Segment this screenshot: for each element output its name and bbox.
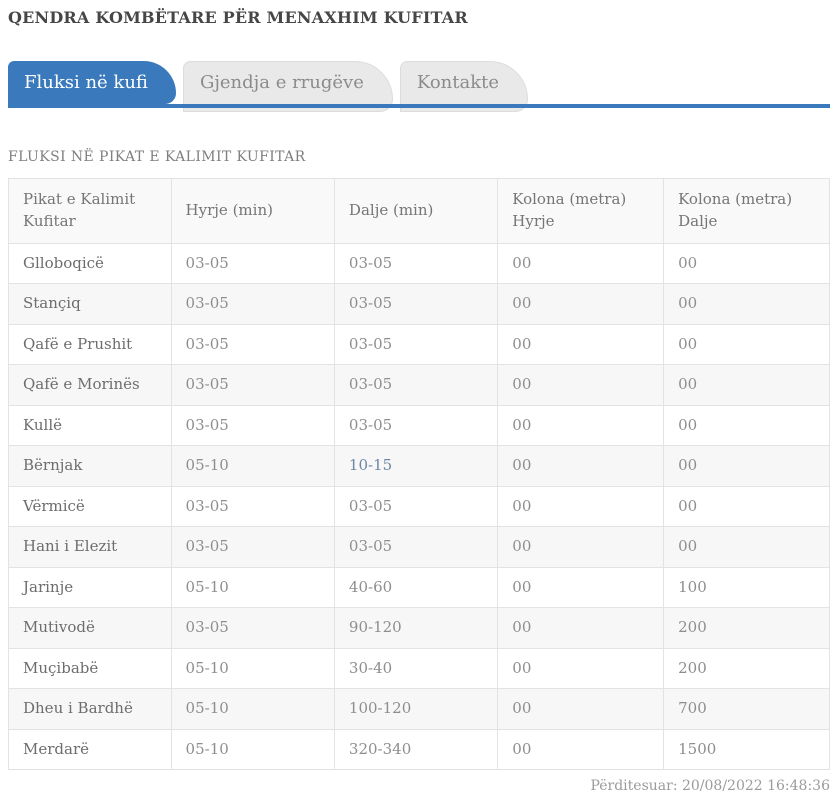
- entry-minutes: 03-05: [170, 364, 335, 406]
- table-row: Mutivodë 03-05 90-120 00 200: [8, 607, 830, 649]
- exit-minutes: 03-05: [333, 242, 499, 284]
- queue-entry-meters: 00: [497, 242, 665, 284]
- queue-entry-meters: 00: [497, 526, 665, 568]
- table-row: Hani i Elezit 03-05 03-05 00 00: [8, 526, 830, 568]
- table-row: Jarinje 05-10 40-60 00 100: [8, 566, 830, 608]
- entry-minutes: 03-05: [170, 283, 335, 325]
- tab-kontakte[interactable]: Kontakte: [399, 61, 529, 112]
- entry-minutes: 05-10: [170, 728, 335, 770]
- col-header-entry-min: Hyrje (min): [170, 178, 335, 244]
- queue-entry-meters: 00: [497, 445, 665, 487]
- queue-entry-meters: 00: [497, 647, 665, 689]
- table-row: Merdarë 05-10 320-340 00 1500: [8, 728, 830, 770]
- queue-entry-meters: 00: [497, 728, 665, 770]
- entry-minutes: 05-10: [170, 445, 335, 487]
- exit-minutes: 90-120: [333, 607, 499, 649]
- table-row: Qafë e Prushit 03-05 03-05 00 00: [8, 323, 830, 365]
- exit-minutes: 03-05: [333, 323, 499, 365]
- queue-entry-meters: 00: [497, 485, 665, 527]
- crossing-name: Jarinje: [8, 566, 172, 608]
- exit-minutes: 03-05: [333, 526, 499, 568]
- queue-exit-meters: 00: [663, 364, 830, 406]
- last-updated: Përditesuar: 20/08/2022 16:48:36: [590, 778, 830, 794]
- queue-exit-meters: 100: [663, 566, 830, 608]
- table-header: Pikat e Kalimit Kufitar Hyrje (min) Dalj…: [8, 178, 830, 244]
- crossing-name: Qafë e Morinës: [8, 364, 172, 406]
- col-header-queue-exit: Kolona (metra) Dalje: [663, 178, 830, 244]
- crossing-name: Merdarë: [8, 728, 172, 770]
- entry-minutes: 03-05: [170, 526, 335, 568]
- col-header-exit-min: Dalje (min): [333, 178, 499, 244]
- crossing-name: Dheu i Bardhë: [8, 688, 172, 730]
- queue-exit-meters: 1500: [663, 728, 830, 770]
- exit-minutes: 320-340: [333, 728, 499, 770]
- tab-bar: Fluksi në kufi Gjendja e rrugëve Kontakt…: [8, 61, 830, 113]
- tab-gjendja-e-rrugeve[interactable]: Gjendja e rrugëve: [182, 61, 393, 112]
- exit-minutes: 100-120: [333, 688, 499, 730]
- queue-exit-meters: 00: [663, 404, 830, 446]
- table-row: Bërnjak 05-10 10-15 00 00: [8, 445, 830, 487]
- entry-minutes: 05-10: [170, 566, 335, 608]
- table-row: Dheu i Bardhë 05-10 100-120 00 700: [8, 688, 830, 730]
- queue-entry-meters: 00: [497, 364, 665, 406]
- col-header-crossing: Pikat e Kalimit Kufitar: [8, 178, 172, 244]
- crossing-name: Bërnjak: [8, 445, 172, 487]
- exit-minutes: 10-15: [333, 445, 499, 487]
- exit-minutes: 03-05: [333, 404, 499, 446]
- tab-underline: [8, 104, 830, 108]
- queue-entry-meters: 00: [497, 323, 665, 365]
- table-header-row: Pikat e Kalimit Kufitar Hyrje (min) Dalj…: [8, 178, 830, 244]
- table-row: Stançiq 03-05 03-05 00 00: [8, 283, 830, 325]
- table-body: Glloboqicë 03-05 03-05 00 00 Stançiq 03-05 03-0…: [8, 242, 830, 770]
- queue-exit-meters: 00: [663, 485, 830, 527]
- crossing-name: Muçibabë: [8, 647, 172, 689]
- queue-entry-meters: 00: [497, 404, 665, 446]
- queue-exit-meters: 200: [663, 607, 830, 649]
- queue-exit-meters: 00: [663, 445, 830, 487]
- crossing-name: Glloboqicë: [8, 242, 172, 284]
- queue-entry-meters: 00: [497, 607, 665, 649]
- tab-fluksi-ne-kufi[interactable]: Fluksi në kufi: [8, 61, 176, 104]
- exit-minutes: 03-05: [333, 485, 499, 527]
- tabs: Fluksi në kufi Gjendja e rrugëve Kontakt…: [8, 61, 529, 112]
- exit-minutes: 03-05: [333, 283, 499, 325]
- table-row: Glloboqicë 03-05 03-05 00 00: [8, 242, 830, 284]
- crossing-name: Vërmicë: [8, 485, 172, 527]
- entry-minutes: 03-05: [170, 607, 335, 649]
- queue-entry-meters: 00: [497, 688, 665, 730]
- entry-minutes: 03-05: [170, 404, 335, 446]
- col-header-queue-entry: Kolona (metra) Hyrje: [497, 178, 665, 244]
- exit-minutes: 40-60: [333, 566, 499, 608]
- queue-exit-meters: 700: [663, 688, 830, 730]
- entry-minutes: 03-05: [170, 242, 335, 284]
- queue-exit-meters: 00: [663, 283, 830, 325]
- queue-exit-meters: 200: [663, 647, 830, 689]
- queue-entry-meters: 00: [497, 283, 665, 325]
- entry-minutes: 03-05: [170, 485, 335, 527]
- table-row: Vërmicë 03-05 03-05 00 00: [8, 485, 830, 527]
- queue-exit-meters: 00: [663, 526, 830, 568]
- crossing-name: Mutivodë: [8, 607, 172, 649]
- table-row: Qafë e Morinës 03-05 03-05 00 00: [8, 364, 830, 406]
- exit-minutes: 03-05: [333, 364, 499, 406]
- crossing-name: Stançiq: [8, 283, 172, 325]
- entry-minutes: 05-10: [170, 688, 335, 730]
- table-row: Muçibabë 05-10 30-40 00 200: [8, 647, 830, 689]
- exit-minutes: 30-40: [333, 647, 499, 689]
- entry-minutes: 03-05: [170, 323, 335, 365]
- queue-exit-meters: 00: [663, 242, 830, 284]
- border-crossings-table: Pikat e Kalimit Kufitar Hyrje (min) Dalj…: [8, 178, 830, 770]
- entry-minutes: 05-10: [170, 647, 335, 689]
- queue-entry-meters: 00: [497, 566, 665, 608]
- section-heading: FLUKSI NË PIKAT E KALIMIT KUFITAR: [8, 149, 306, 165]
- table-row: Kullë 03-05 03-05 00 00: [8, 404, 830, 446]
- crossing-name: Hani i Elezit: [8, 526, 172, 568]
- crossing-name: Qafë e Prushit: [8, 323, 172, 365]
- page-title: QENDRA KOMBËTARE PËR MENAXHIM KUFITAR: [8, 8, 468, 27]
- crossing-name: Kullë: [8, 404, 172, 446]
- queue-exit-meters: 00: [663, 323, 830, 365]
